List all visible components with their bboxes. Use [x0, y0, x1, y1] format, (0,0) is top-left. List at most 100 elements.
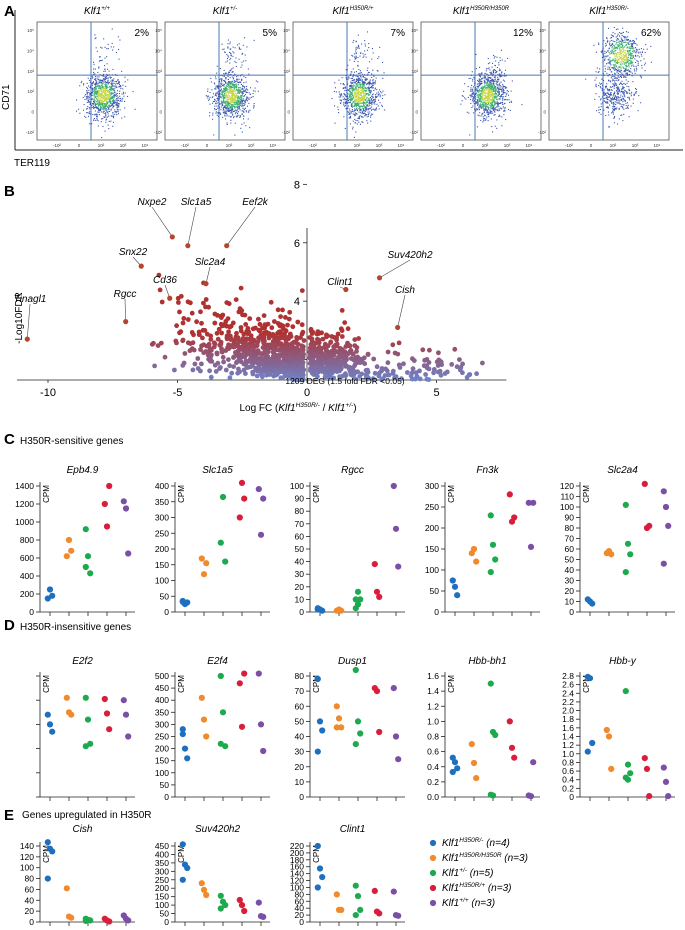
flow-event	[95, 103, 97, 105]
flow-event	[236, 85, 238, 87]
flow-event	[217, 112, 219, 114]
flow-event	[334, 87, 336, 89]
flow-event	[96, 115, 98, 117]
flow-event	[486, 92, 488, 94]
flow-event	[113, 90, 115, 92]
flow-event	[236, 90, 238, 92]
flow-event	[628, 64, 630, 66]
flow-event	[229, 62, 231, 64]
flow-event	[229, 83, 231, 85]
flow-event	[598, 112, 600, 114]
flow-event	[223, 96, 225, 98]
flow-event	[92, 88, 94, 90]
flow-event	[106, 73, 108, 75]
flow-event	[486, 104, 488, 106]
flow-event	[363, 77, 365, 79]
flow-event	[225, 111, 227, 113]
flow-event	[499, 57, 501, 59]
flow-event	[480, 96, 482, 98]
flow-event	[381, 98, 383, 100]
flow-event	[107, 48, 109, 50]
flow-event	[363, 113, 365, 115]
flow-event	[242, 107, 244, 109]
flow-event	[340, 96, 342, 98]
flow-event	[496, 93, 498, 95]
flow-event	[612, 53, 614, 55]
flow-event	[355, 52, 357, 54]
flow-event	[110, 97, 112, 99]
flow-event	[115, 104, 117, 106]
flow-event	[477, 103, 479, 105]
flow-y-tick: 10²	[539, 89, 546, 94]
flow-event	[101, 94, 103, 96]
flow-event	[629, 46, 631, 48]
flow-event	[358, 117, 360, 119]
flow-event	[349, 117, 351, 119]
flow-event	[363, 104, 365, 106]
flow-event	[607, 59, 609, 61]
flow-event	[601, 88, 603, 90]
gate-percent: 5%	[263, 28, 278, 39]
flow-event	[228, 105, 230, 107]
flow-event	[243, 111, 245, 113]
flow-event	[493, 93, 495, 95]
flow-event	[357, 64, 359, 66]
flow-event	[355, 104, 357, 106]
flow-event	[496, 101, 498, 103]
flow-event	[240, 79, 242, 81]
flow-event	[622, 45, 624, 47]
flow-event	[349, 84, 351, 86]
flow-event	[107, 95, 109, 97]
flow-event	[96, 99, 98, 101]
flow-event	[86, 88, 88, 90]
volcano-point	[227, 375, 233, 381]
flow-event	[481, 94, 483, 96]
flow-y-tick: 10⁵	[27, 28, 34, 33]
flow-event	[626, 91, 628, 93]
flow-event	[613, 75, 615, 77]
flow-event	[79, 85, 81, 87]
flow-event	[115, 52, 117, 54]
flow-event	[359, 100, 361, 102]
flow-event	[487, 74, 489, 76]
flow-event	[487, 78, 489, 80]
flow-event	[627, 96, 629, 98]
flow-event	[498, 79, 500, 81]
flow-event	[610, 50, 612, 52]
flow-event	[486, 84, 488, 86]
flow-event	[372, 84, 374, 86]
flow-event	[623, 55, 625, 57]
flow-event	[624, 71, 626, 73]
flow-event	[350, 105, 352, 107]
flow-y-tick: 10²	[155, 89, 162, 94]
flow-event	[363, 110, 365, 112]
flow-event	[94, 107, 96, 109]
flow-event	[218, 89, 220, 91]
flow-event	[615, 103, 617, 105]
flow-event	[613, 53, 615, 55]
flow-event	[479, 100, 481, 102]
flow-event	[496, 67, 498, 69]
flow-event	[354, 104, 356, 106]
flow-event	[497, 104, 499, 106]
flow-event	[362, 82, 364, 84]
flow-event	[479, 99, 481, 101]
flow-event	[369, 82, 371, 84]
flow-event	[238, 88, 240, 90]
flow-event	[490, 88, 492, 90]
flow-event	[495, 60, 497, 62]
flow-event	[480, 80, 482, 82]
flow-event	[239, 89, 241, 91]
flow-event	[485, 97, 487, 99]
flow-event	[359, 92, 361, 94]
flow-event	[604, 59, 606, 61]
flow-event	[359, 70, 361, 72]
flow-event	[354, 100, 356, 102]
flow-event	[115, 86, 117, 88]
flow-event	[614, 69, 616, 71]
flow-event	[621, 51, 623, 53]
flow-event	[354, 94, 356, 96]
flow-event	[363, 98, 365, 100]
flow-event	[352, 82, 354, 84]
flow-event	[353, 105, 355, 107]
